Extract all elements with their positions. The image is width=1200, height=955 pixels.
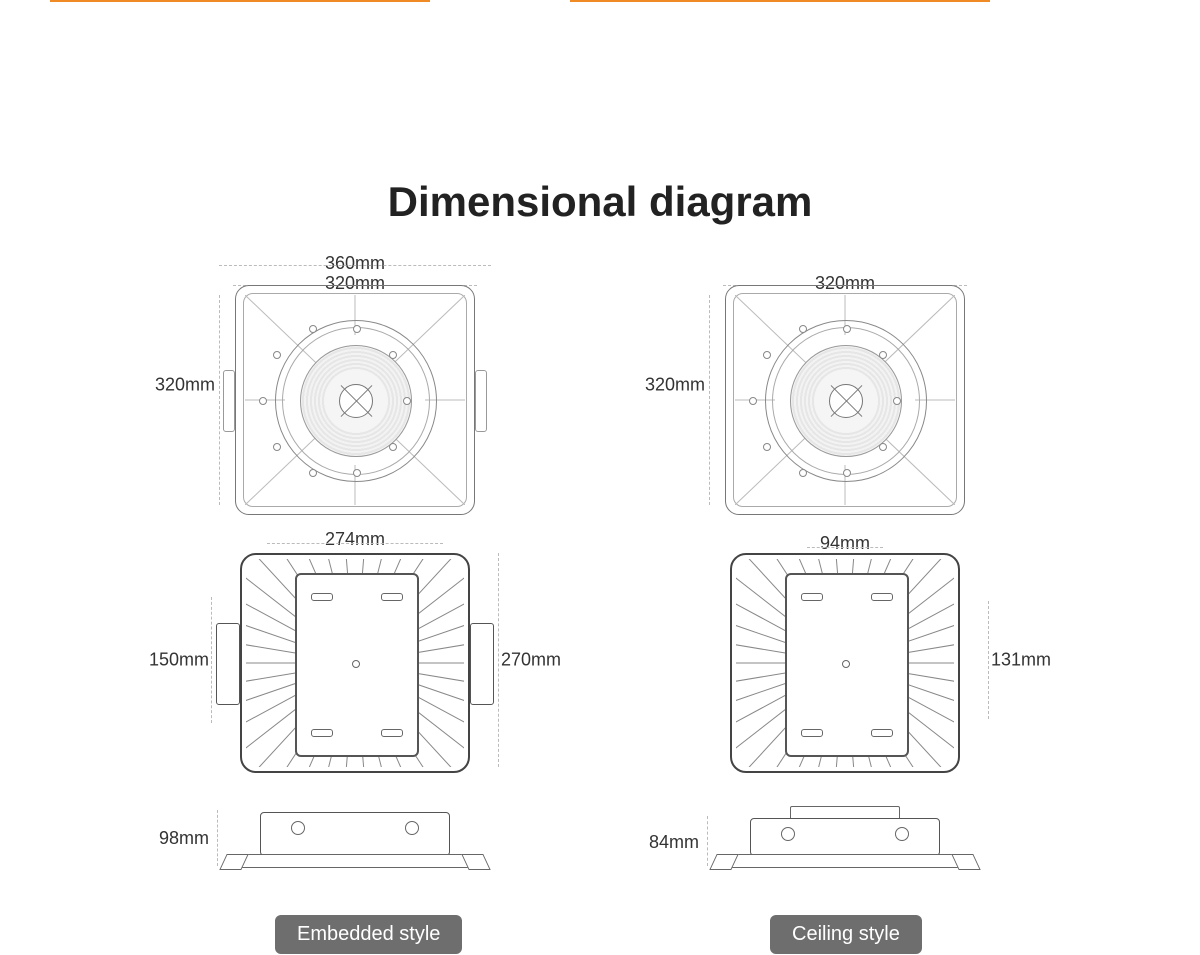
ceiling-heatsink-view: 94mm 9mm 131mm (715, 535, 975, 785)
embedded-top-view: 360mm 320mm 320mm (225, 255, 485, 515)
side-profile-icon (720, 806, 970, 876)
side-profile-icon (230, 806, 480, 876)
page: Dimensional diagram 360mm 320mm 320mm (0, 0, 1200, 955)
row-heatsink-views: 274mm 150mm 270mm 94mm 9mm (0, 535, 1200, 785)
ceiling-side-view: 84mm (715, 800, 975, 880)
embedded-style-badge: Embedded style (275, 915, 462, 954)
dim-label: 131mm (991, 650, 1051, 671)
embedded-heatsink-view: 274mm 150mm 270mm (225, 535, 485, 785)
dim-label: 84mm (649, 832, 699, 853)
heatsink-icon (730, 553, 960, 773)
dim-label: 320mm (645, 375, 705, 396)
dim-label: 150mm (149, 650, 209, 671)
fixture-top-icon (235, 285, 475, 515)
embedded-side-view: 98mm (225, 800, 485, 880)
fixture-top-icon (725, 285, 965, 515)
ceiling-style-badge: Ceiling style (770, 915, 922, 954)
top-accent-bar (50, 0, 1150, 4)
heatsink-icon (240, 553, 470, 773)
row-side-views: 98mm 84mm (0, 800, 1200, 880)
dim-label: 274mm (325, 529, 385, 550)
dim-label: 98mm (159, 828, 209, 849)
dim-label: 320mm (155, 375, 215, 396)
page-title: Dimensional diagram (0, 178, 1200, 226)
dim-label: 360mm (325, 253, 385, 274)
row-top-views: 360mm 320mm 320mm (0, 255, 1200, 515)
ceiling-top-view: 320mm 320mm (715, 255, 975, 515)
dim-label: 270mm (501, 650, 561, 671)
dim-label: 94mm (820, 533, 870, 554)
